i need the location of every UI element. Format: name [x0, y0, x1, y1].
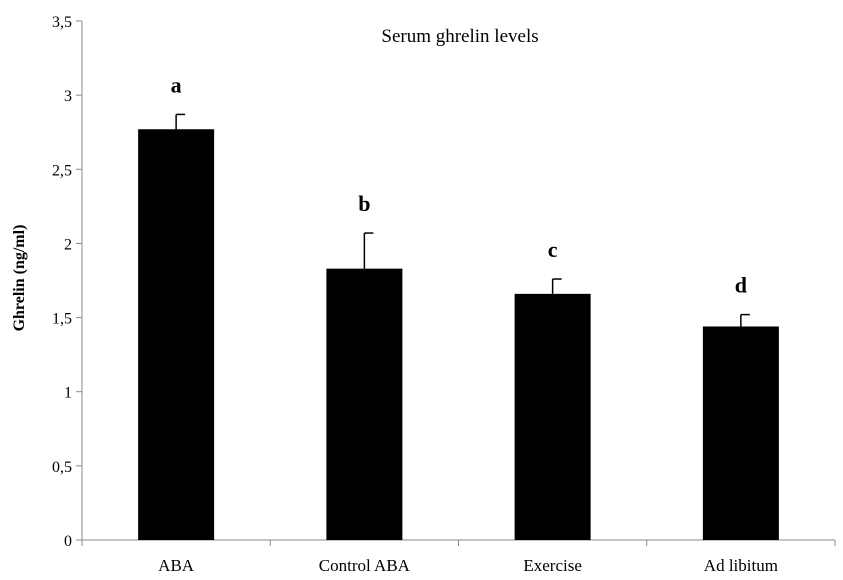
x-category-label: ABA	[158, 556, 195, 575]
x-category-label: Control ABA	[319, 556, 411, 575]
bar-3	[514, 293, 591, 540]
y-tick-label: 0,5	[52, 459, 72, 476]
bar-1	[138, 129, 215, 540]
significance-label: b	[358, 191, 370, 216]
chart-title: Serum ghrelin levels	[381, 26, 538, 47]
x-category-label: Exercise	[523, 556, 582, 575]
x-axis: ABA Control ABA Exercise Ad libitum	[81, 539, 836, 575]
y-axis-label: Ghrelin (ng/ml)	[11, 225, 28, 332]
y-tick-label: 3	[64, 88, 72, 105]
y-tick-label: 1,5	[52, 311, 72, 328]
y-tick-label: 2	[64, 236, 72, 253]
significance-label: c	[548, 237, 558, 262]
y-tick-label: 1	[64, 385, 72, 402]
x-category-label: Ad libitum	[704, 556, 778, 575]
bar-4	[702, 326, 779, 540]
significance-label: a	[171, 72, 182, 97]
bar-2	[326, 268, 403, 540]
y-tick-label: 3,5	[52, 14, 72, 31]
y-axis: 0 0,5 1 1,5 2 2,5 3 3,5	[52, 14, 83, 550]
significance-label: d	[735, 273, 747, 298]
y-tick-label: 2,5	[52, 162, 72, 179]
y-tick-label: 0	[64, 533, 72, 550]
bars: a b c d	[138, 72, 779, 540]
